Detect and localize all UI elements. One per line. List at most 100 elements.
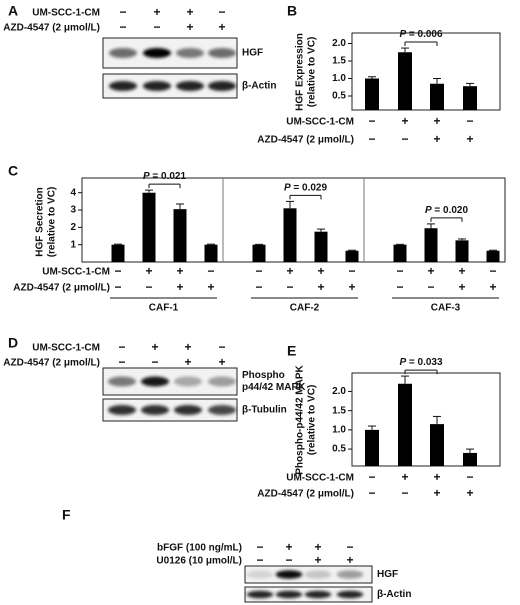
condition-sign: −: [151, 355, 158, 369]
condition-sign: +: [218, 355, 225, 369]
p-value: P = 0.029: [284, 182, 328, 193]
blot-band: [336, 590, 364, 599]
bar: [424, 228, 438, 262]
condition-sign: −: [119, 5, 126, 19]
band-label: HGF: [242, 48, 263, 59]
condition-sign: −: [255, 264, 262, 278]
blot-band: [275, 570, 303, 579]
y-axis-label: (relative to VC): [307, 385, 318, 456]
blot-band: [275, 590, 303, 599]
plot-frame: [351, 32, 501, 111]
condition-name: AZD-4547 (2 μmol/L): [3, 23, 100, 34]
bar: [398, 383, 412, 466]
condition-sign: −: [207, 264, 214, 278]
blot-band: [207, 48, 237, 58]
condition-sign: +: [427, 264, 434, 278]
bar: [283, 208, 297, 262]
blot-band: [108, 81, 138, 91]
condition-name: AZD-4547 (2 μmol/L): [257, 135, 354, 146]
condition-sign: −: [286, 280, 293, 294]
condition-sign: −: [255, 280, 262, 294]
panel-letter: B: [287, 3, 297, 19]
condition-sign: −: [118, 340, 125, 354]
p-symbol: P: [425, 205, 432, 216]
y-tick-label: 4: [70, 187, 76, 198]
panel-letter: C: [8, 163, 18, 179]
blot-band: [246, 590, 274, 599]
condition-name: U0126 (10 μmol/L): [156, 556, 242, 567]
bar: [173, 209, 187, 262]
condition-sign: +: [151, 340, 158, 354]
condition-sign: +: [176, 280, 183, 294]
y-tick-label: 2: [70, 222, 76, 233]
group-label: CAF-2: [290, 303, 320, 314]
blot-band: [107, 405, 137, 415]
condition-name: bFGF (100 ng/mL): [157, 543, 242, 554]
y-tick-label: 3: [70, 205, 76, 216]
condition-sign: −: [256, 540, 263, 554]
p-value: P = 0.033: [399, 357, 443, 368]
p-value: P = 0.021: [143, 171, 187, 182]
condition-sign: −: [218, 5, 225, 19]
condition-name: UM-SCC-1-CM: [42, 267, 110, 278]
p-text: = 0.006: [406, 29, 443, 40]
bar: [455, 240, 469, 262]
y-tick-label: 1: [70, 239, 76, 250]
blot-band: [140, 405, 170, 415]
condition-sign: +: [489, 280, 496, 294]
condition-sign: +: [286, 264, 293, 278]
condition-name: UM-SCC-1-CM: [32, 8, 100, 19]
condition-sign: +: [153, 5, 160, 19]
band-label: p44/42 MAPK: [242, 382, 306, 393]
y-tick-label: 1.0: [332, 425, 346, 436]
y-tick-label: 2.0: [332, 386, 346, 397]
condition-sign: +: [186, 20, 193, 34]
bar: [252, 244, 266, 262]
p-value: P = 0.020: [425, 205, 469, 216]
condition-sign: −: [368, 486, 375, 500]
bar: [365, 78, 379, 110]
condition-sign: −: [466, 114, 473, 128]
condition-sign: −: [119, 20, 126, 34]
y-tick-label: 2.0: [332, 38, 346, 49]
group-label: CAF-3: [431, 303, 461, 314]
condition-sign: −: [401, 486, 408, 500]
condition-sign: −: [396, 264, 403, 278]
y-tick-label: 0.5: [332, 91, 346, 102]
condition-name: UM-SCC-1-CM: [32, 343, 100, 354]
band-label: β-Actin: [377, 589, 411, 600]
band-label: β-Actin: [242, 81, 276, 92]
band-label: HGF: [377, 569, 398, 580]
panel-letter: E: [287, 343, 296, 359]
blot-band: [304, 590, 332, 599]
condition-name: UM-SCC-1-CM: [286, 117, 354, 128]
condition-sign: −: [118, 355, 125, 369]
blot-band: [246, 570, 274, 579]
condition-sign: +: [458, 280, 465, 294]
bar: [204, 244, 218, 262]
condition-sign: +: [466, 132, 473, 146]
y-tick-label: 1.0: [332, 73, 346, 84]
condition-sign: +: [433, 132, 440, 146]
plot-frame: [351, 372, 501, 467]
condition-sign: +: [458, 264, 465, 278]
y-tick-label: 1.5: [332, 405, 346, 416]
condition-name: AZD-4547 (2 μmol/L): [3, 358, 100, 369]
condition-sign: −: [396, 280, 403, 294]
panel-letter: D: [8, 335, 18, 351]
condition-sign: +: [186, 5, 193, 19]
condition-sign: −: [346, 540, 353, 554]
condition-sign: −: [218, 340, 225, 354]
condition-sign: +: [348, 280, 355, 294]
condition-sign: +: [433, 114, 440, 128]
panel-letter: A: [8, 3, 18, 19]
condition-sign: −: [427, 280, 434, 294]
condition-sign: −: [368, 470, 375, 484]
condition-sign: −: [466, 470, 473, 484]
blot-band: [108, 48, 138, 58]
bar: [430, 424, 444, 466]
p-symbol: P: [399, 29, 406, 40]
condition-sign: −: [401, 132, 408, 146]
